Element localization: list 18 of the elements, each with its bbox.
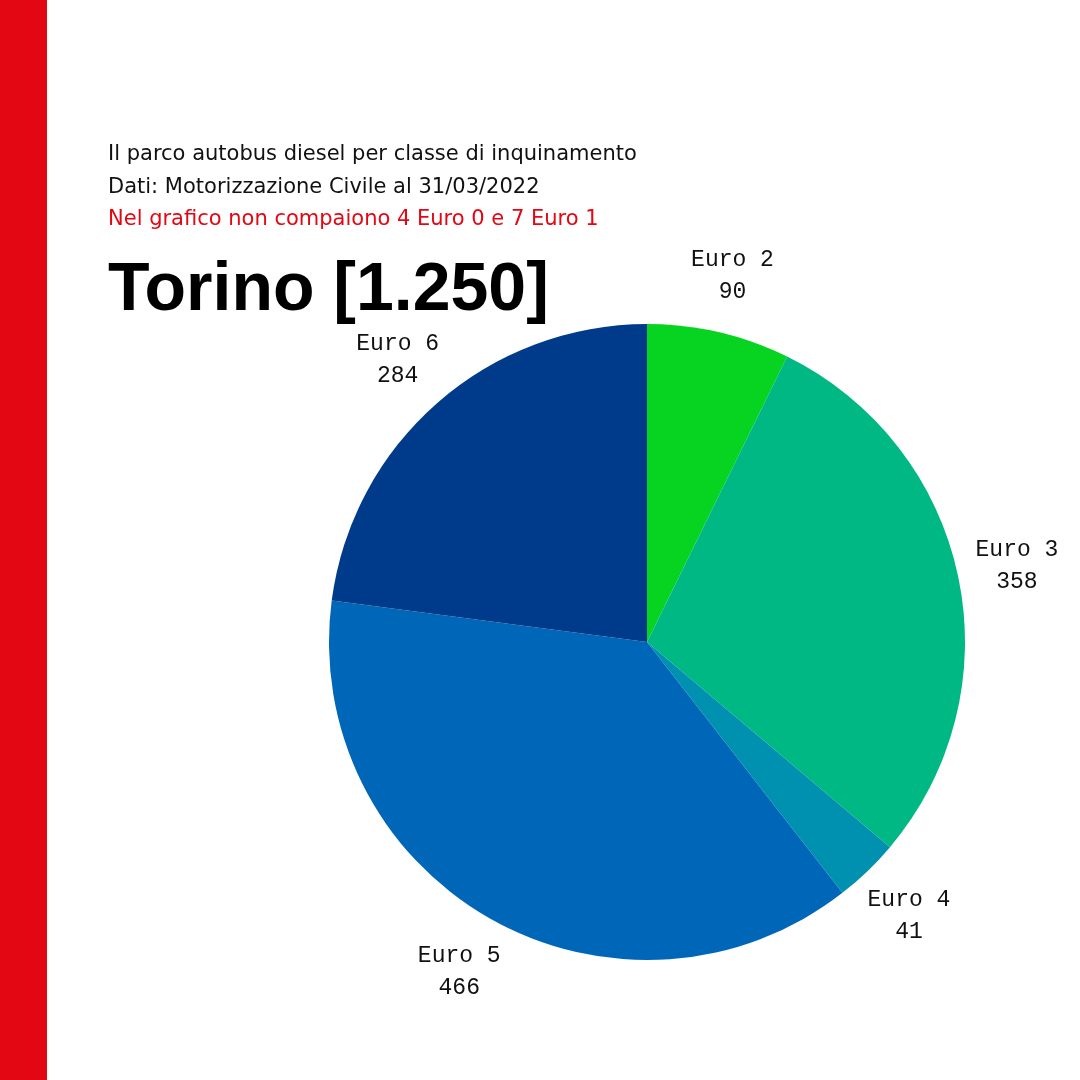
chart-subtitle: Il parco autobus diesel per classe di inquinamento [108,141,637,165]
data-label: 284 [377,362,419,389]
pie-slice [647,324,788,642]
data-label: 41 [895,919,923,946]
data-label: 90 [718,278,747,305]
chart-title: Torino [1.250] [108,248,549,324]
slice-label: Euro 5 [417,943,501,970]
slice-label: Euro 3 [975,537,1059,564]
pie-slice [329,600,843,960]
slice-label: Euro 4 [867,887,951,914]
data-label: 358 [996,569,1038,596]
slice-label: Euro 2 [691,246,774,273]
text: Nel grafico non compaiono 4 Euro 0 e 7 Euro 1 [108,206,599,230]
text: Dati: Motorizzazione Civile al 31/03/2022 [108,174,540,198]
pie-slice [647,356,965,848]
pie-slice [331,324,647,642]
data-label: 466 [438,975,480,1002]
slice-label: Euro 6 [356,330,440,357]
